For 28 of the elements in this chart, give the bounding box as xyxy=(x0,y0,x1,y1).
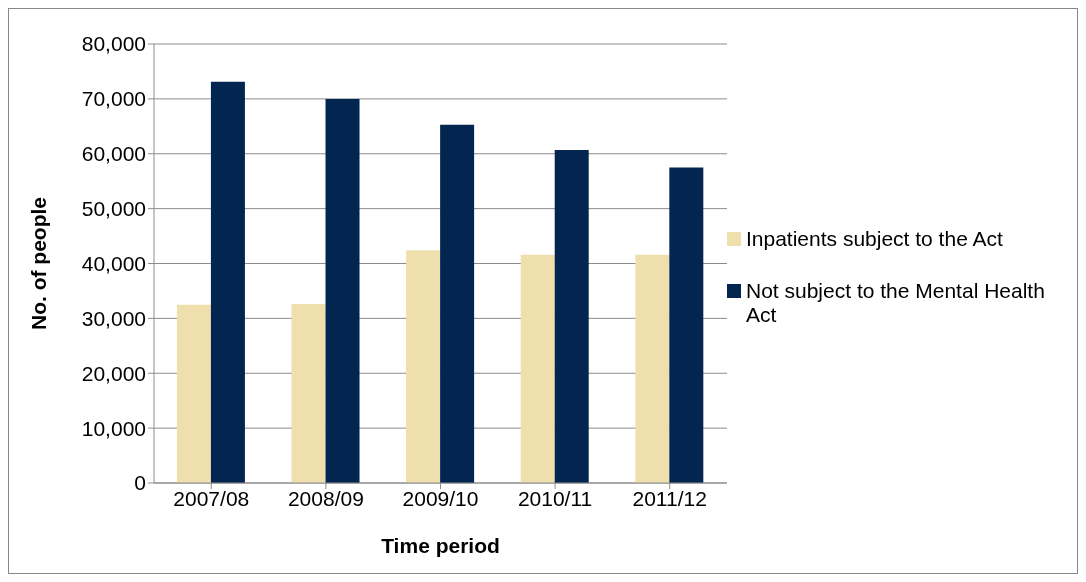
x-tick-label: 2011/12 xyxy=(632,486,707,510)
x-tick-label: 2009/10 xyxy=(402,486,479,510)
bar xyxy=(440,124,475,483)
bar xyxy=(210,81,245,483)
bar xyxy=(325,98,360,483)
y-tick-label: 80,000 xyxy=(81,32,146,56)
y-tick-label: 20,000 xyxy=(81,361,146,385)
legend-label: Inpatients subject to the Act xyxy=(746,227,1003,251)
bar xyxy=(291,304,326,483)
bar xyxy=(669,167,704,483)
y-tick-label: 50,000 xyxy=(81,197,146,221)
x-tick-label: 2007/08 xyxy=(173,486,250,510)
y-tick-label: 60,000 xyxy=(81,142,146,166)
bar xyxy=(554,149,589,483)
y-tick-label: 0 xyxy=(134,471,146,495)
bar xyxy=(176,304,211,483)
bar xyxy=(520,254,555,483)
x-axis-title: Time period xyxy=(381,534,500,557)
y-tick-label: 70,000 xyxy=(81,87,146,111)
x-tick-label: 2010/11 xyxy=(517,486,593,510)
y-axis-title: No. of people xyxy=(27,197,51,330)
legend-label: Not subject to the Mental Health Act xyxy=(746,279,1046,327)
y-tick-label: 40,000 xyxy=(81,251,146,275)
y-tick-label: 10,000 xyxy=(81,416,146,440)
bar xyxy=(406,250,441,483)
bar xyxy=(635,254,670,483)
x-tick-label: 2008/09 xyxy=(287,486,364,510)
y-tick-label: 30,000 xyxy=(81,306,146,330)
